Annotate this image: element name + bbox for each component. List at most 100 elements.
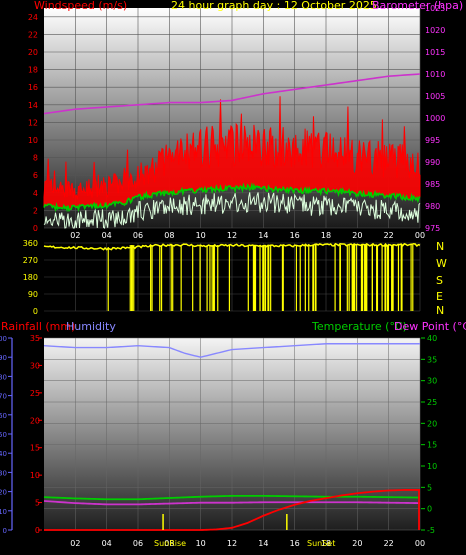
wind-tick-label: 8	[33, 154, 38, 163]
wind-tick-label: 14	[28, 101, 38, 110]
x-tick-label: 16	[290, 231, 300, 240]
wind-tick-label: 0	[33, 224, 38, 233]
temp-tick-label: 40	[427, 334, 437, 343]
x-tick-label: 00	[415, 231, 425, 240]
compass-w: W	[436, 257, 447, 270]
x-tick-label: 14	[258, 539, 268, 548]
temperature-series	[43, 494, 421, 501]
humidity-tick-label: 80	[0, 373, 7, 381]
baro-tick-label: 1000	[425, 114, 445, 123]
rainfall-series	[44, 489, 420, 531]
dir-tick-label: 90	[28, 290, 38, 299]
wind-tick-label: 10	[28, 136, 38, 145]
humidity-tick-label: 20	[0, 489, 7, 497]
wind-tick-label: 2	[33, 206, 38, 215]
baro-tick-label: 985	[425, 180, 440, 189]
compass-n-top: N	[436, 240, 444, 253]
baro-tick-label: 980	[425, 202, 440, 211]
x-tick-label: 16	[290, 539, 300, 548]
barometer-series	[43, 73, 421, 115]
x-tick-label: 10	[196, 231, 206, 240]
x-tick-label: 12	[227, 539, 237, 548]
wind-low-series	[43, 192, 421, 229]
x-tick-label: 04	[102, 539, 112, 548]
temp-series	[43, 343, 421, 531]
temp-tick-label: 0	[427, 505, 432, 514]
rainfall-axis-title: Rainfall (mm)	[1, 320, 75, 333]
wind-tick-label: 24	[28, 13, 38, 22]
baro-tick-label: 1025	[425, 4, 445, 13]
rain-tick-label: 30	[30, 361, 40, 370]
x-tick-label: 22	[384, 539, 394, 548]
x-tick-label: 06	[133, 231, 143, 240]
x-tick-label: 10	[196, 539, 206, 548]
baro-tick-label: 1015	[425, 48, 445, 57]
temp-tick-label: 15	[427, 441, 437, 450]
dewpoint-axis-title: Dew Point (°C)	[394, 320, 466, 333]
wind-tick-label: 4	[33, 189, 38, 198]
x-tick-label: 08	[164, 539, 174, 548]
wind-tick-label: 22	[28, 30, 38, 39]
baro-tick-label: 990	[425, 158, 440, 167]
x-tick-label: 18	[321, 231, 331, 240]
rain-tick-label: 0	[35, 526, 40, 535]
baro-tick-label: 975	[425, 224, 440, 233]
x-tick-label: 20	[352, 539, 362, 548]
x-tick-label: 02	[70, 231, 80, 240]
wind-tick-label: 18	[28, 66, 38, 75]
temp-tick-label: -5	[427, 526, 435, 535]
x-tick-label: 18	[321, 539, 331, 548]
compass-n-bottom: N	[436, 304, 444, 317]
x-tick-label: 00	[415, 539, 425, 548]
temp-tick-label: 35	[427, 355, 437, 364]
x-tick-label: 12	[227, 231, 237, 240]
direction-series	[43, 242, 421, 311]
wind-tick-label: 6	[33, 171, 38, 180]
humidity-tick-label: 60	[0, 412, 7, 420]
rain-tick-label: 35	[30, 334, 40, 343]
x-tick-label: 06	[133, 539, 143, 548]
humidity-tick-label: 50	[0, 431, 7, 439]
x-tick-label: 04	[102, 231, 112, 240]
temp-tick-label: 5	[427, 483, 432, 492]
humidity-tick-label: 70	[0, 393, 7, 401]
direction-series	[43, 242, 421, 251]
baro-tick-label: 1010	[425, 70, 445, 79]
dir-tick-label: 0	[33, 307, 38, 316]
temp-tick-label: 30	[427, 377, 437, 386]
wind-tick-label: 12	[28, 118, 38, 127]
temp-tick-label: 10	[427, 462, 437, 471]
dir-tick-label: 270	[23, 256, 38, 265]
sunrise-label: SunRise	[154, 539, 186, 548]
dir-tick-label: 180	[23, 273, 38, 282]
wind-axis-title: Windspeed (m/s)	[34, 0, 127, 12]
baro-tick-label: 995	[425, 136, 440, 145]
humidity-tick-label: 30	[0, 469, 7, 477]
wind-tick-label: 20	[28, 48, 38, 57]
x-tick-label: 22	[384, 231, 394, 240]
rain-tick-label: 20	[30, 416, 40, 425]
direction-grid	[44, 242, 421, 312]
humidity-tick-label: 100	[0, 335, 7, 343]
barometer-axis-title: Barometer (hpa)	[372, 0, 463, 12]
rain-tick-label: 10	[30, 471, 40, 480]
axis-ticks: 0246810121416182022249759809859909951000…	[0, 4, 445, 548]
x-tick-label: 08	[164, 231, 174, 240]
temp-grid	[44, 337, 421, 531]
temp-tick-label: 20	[427, 419, 437, 428]
dir-tick-label: 360	[23, 239, 38, 248]
humidity-tick-label: 10	[0, 508, 7, 516]
sunset-label: SunSet	[307, 539, 335, 548]
rain-tick-label: 5	[35, 499, 40, 508]
temperature-axis-title: Temperature (°C)	[311, 320, 407, 333]
rain-tick-label: 15	[30, 444, 40, 453]
x-tick-label: 20	[352, 231, 362, 240]
humidity-axis-title: Humidity	[66, 320, 116, 333]
baro-tick-label: 1020	[425, 26, 445, 35]
humidity-tick-label: 40	[0, 450, 7, 458]
baro-tick-label: 1005	[425, 92, 445, 101]
chart-title: 24 hour graph day : 12 October 2025	[171, 0, 377, 12]
temp-tick-label: 25	[427, 398, 437, 407]
dewpoint-series	[43, 500, 421, 506]
